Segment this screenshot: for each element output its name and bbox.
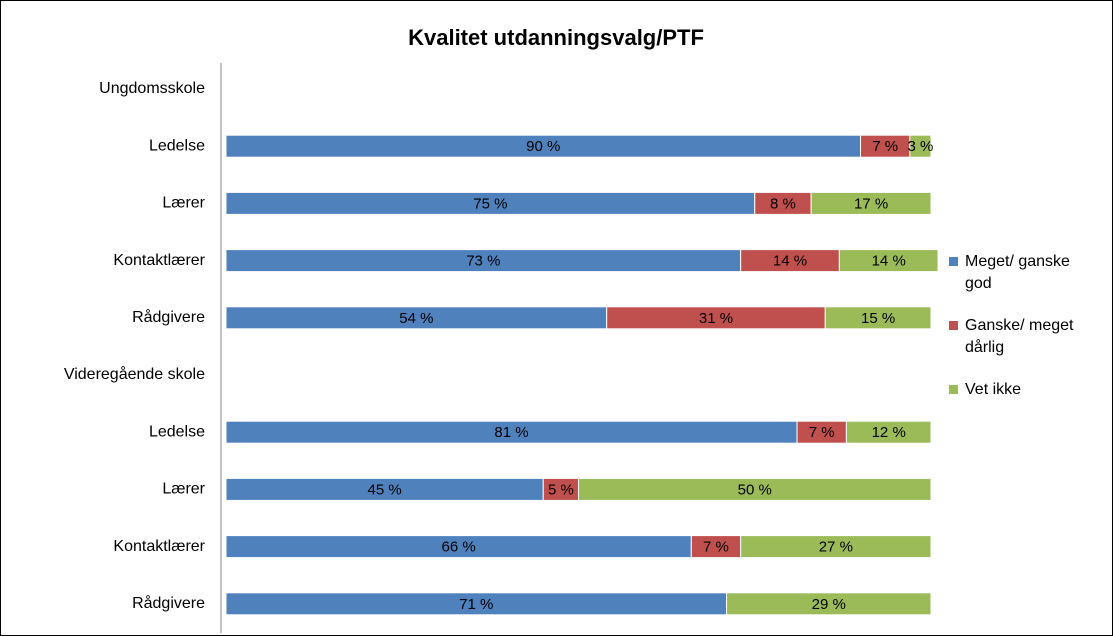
bar-segment [578, 477, 932, 501]
legend: Meget/ ganske god Ganske/ meget dårlig Vet… [949, 251, 1084, 421]
data-label: 17 % [854, 195, 888, 212]
bar-segment [810, 191, 932, 215]
data-label: 73 % [466, 253, 500, 270]
category-label: Rådgivere [132, 308, 205, 326]
bar-segment [824, 306, 932, 330]
data-label: 75 % [473, 195, 507, 212]
legend-swatch [949, 257, 958, 266]
legend-swatch [949, 385, 958, 394]
category-label: Videregående skole [64, 365, 205, 383]
data-label: 3 % [907, 138, 933, 155]
data-label: 14 % [872, 253, 906, 270]
bar-segment [845, 420, 932, 444]
data-label: 5 % [548, 481, 574, 498]
data-label: 31 % [699, 310, 733, 327]
bar-segment [838, 249, 939, 273]
data-label: 71 % [459, 596, 493, 613]
category-label: Ledelse [149, 137, 205, 154]
bar-segment [909, 134, 932, 158]
data-label: 50 % [738, 481, 772, 498]
data-label: 15 % [861, 310, 895, 327]
data-label: 12 % [872, 424, 906, 441]
category-label: Kontaktlærer [113, 252, 205, 269]
legend-label: Meget/ ganske god [965, 253, 1070, 292]
legend-item: Ganske/ meget dårlig [949, 315, 1084, 359]
legend-label: Ganske/ meget dårlig [965, 317, 1074, 356]
category-label: Ungdomsskole [99, 80, 205, 97]
bar-segment [726, 592, 932, 616]
legend-swatch [949, 321, 958, 330]
legend-item: Vet ikke [949, 379, 1084, 401]
category-label: Kontaktlærer [113, 538, 205, 555]
legend-item: Meget/ ganske god [949, 251, 1084, 295]
data-label: 29 % [812, 596, 846, 613]
data-label: 81 % [494, 424, 528, 441]
data-label: 7 % [809, 424, 835, 441]
data-label: 54 % [399, 310, 433, 327]
category-label: Lærer [162, 195, 205, 212]
category-label: Rådgivere [132, 594, 205, 612]
data-label: 27 % [819, 539, 853, 556]
data-label: 45 % [368, 481, 402, 498]
bar-segment [740, 535, 932, 559]
data-label: 8 % [770, 195, 796, 212]
chart-title: Kvalitet utdanningsvalg/PTF [408, 25, 704, 50]
category-label: Lærer [162, 481, 205, 498]
category-label: Ledelse [149, 423, 205, 440]
data-label: 66 % [442, 539, 476, 556]
data-label: 7 % [703, 539, 729, 556]
legend-label: Vet ikke [965, 381, 1022, 398]
data-label: 14 % [773, 253, 807, 270]
data-label: 90 % [526, 138, 560, 155]
data-label: 7 % [872, 138, 898, 155]
